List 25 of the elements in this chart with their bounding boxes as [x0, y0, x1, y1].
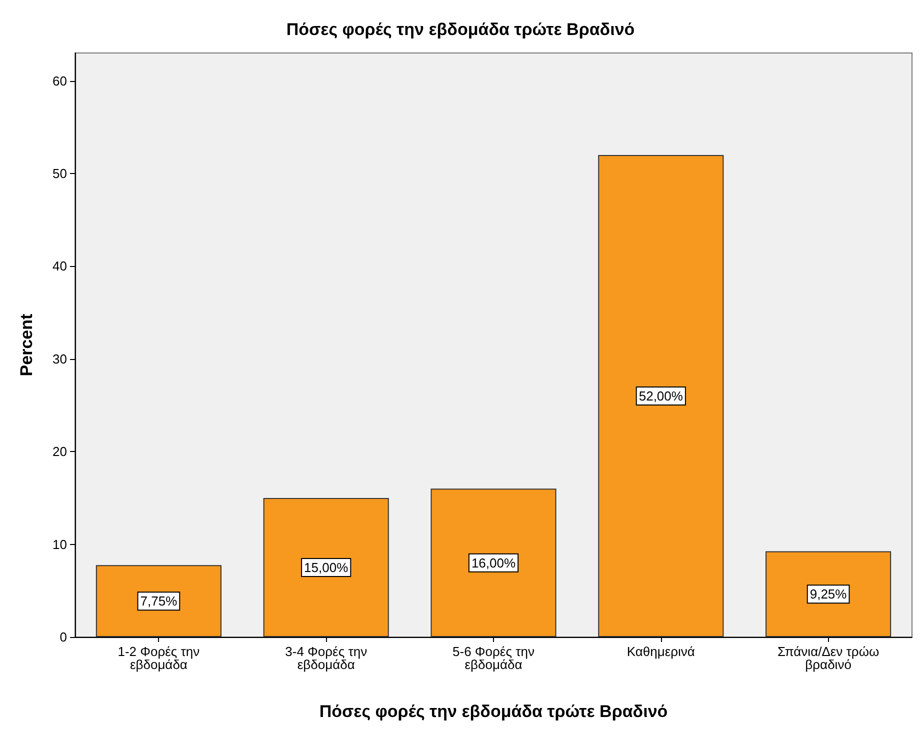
- y-tick-label: 10: [52, 536, 67, 552]
- y-tick-label: 60: [52, 73, 67, 88]
- y-tick-label: 20: [52, 444, 67, 460]
- x-tick-label: Σπάνια/Δεν τρώω βραδινό: [777, 644, 880, 672]
- x-tick-label: 3-4 Φορές την εβδομάδα: [285, 644, 368, 672]
- y-tick-label: 0: [60, 630, 67, 644]
- bar: [96, 565, 222, 637]
- bar: [430, 488, 556, 637]
- x-tick-label: 1-2 Φορές την εβδομάδα: [118, 644, 200, 672]
- bar: [598, 154, 724, 637]
- data-label: 7,75%: [140, 594, 178, 609]
- y-tick-label: 30: [52, 351, 67, 366]
- chart-title: Πόσες φορές την εβδομάδα τρώτε Βραδινό: [286, 20, 635, 39]
- bar: [263, 498, 389, 637]
- y-axis-title: Percent: [17, 313, 36, 376]
- x-tick-label: Καθημερινά: [626, 644, 696, 659]
- x-axis-title: Πόσες φορές την εβδομάδα τρώτε Βραδινό: [319, 702, 668, 721]
- y-tick-label: 40: [52, 258, 67, 274]
- y-tick-label: 50: [52, 166, 67, 182]
- data-label: 16,00%: [471, 555, 516, 570]
- data-label: 15,00%: [304, 560, 349, 575]
- x-tick-label: 5-6 Φορές την εβδομάδα: [452, 644, 534, 672]
- bar: [766, 551, 892, 637]
- data-label: 52,00%: [638, 388, 684, 404]
- data-label: 9,25%: [810, 586, 848, 602]
